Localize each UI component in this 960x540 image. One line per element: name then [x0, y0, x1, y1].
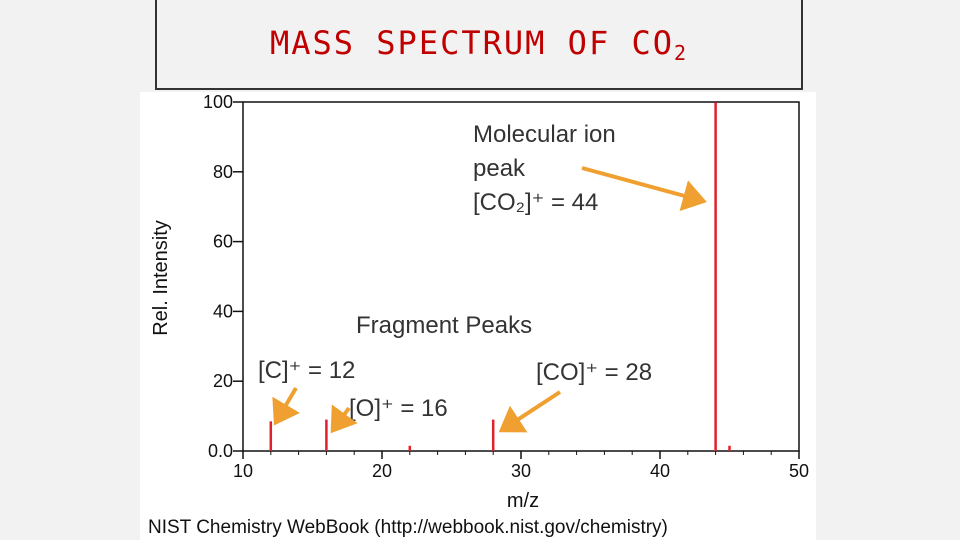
y-tick-label: 60: [213, 232, 233, 252]
page-title: MASS SPECTRUM OF CO2: [270, 24, 688, 65]
molecular-ion-arrow: [581, 166, 707, 212]
y-tick-label: 0.0: [208, 441, 233, 461]
y-tick-label: 100: [203, 92, 233, 112]
c-ion-arrow: [272, 386, 300, 426]
y-axis-label: Rel. Intensity: [150, 220, 172, 336]
source-credit: NIST Chemistry WebBook (http://webbook.n…: [148, 517, 668, 538]
co-ion-arrow: [498, 390, 562, 433]
x-axis-label: m/z: [507, 490, 539, 512]
x-tick-label: 40: [650, 461, 670, 481]
o-ion-label: [O]⁺ = 16: [349, 395, 448, 422]
co-ion-label: [CO]⁺ = 28: [536, 359, 652, 386]
title-box: MASS SPECTRUM OF CO2: [155, 0, 803, 90]
y-tick-label: 40: [213, 301, 233, 321]
x-tick-label: 30: [511, 461, 531, 481]
y-tick-label: 80: [213, 162, 233, 182]
molecular-ion-label-line1: Molecular ion: [473, 121, 616, 148]
molecular-ion-formula: [CO₂]⁺ = 44: [473, 189, 598, 216]
x-tick-label: 10: [233, 461, 253, 481]
x-tick-label: 50: [789, 461, 809, 481]
c-ion-label: [C]⁺ = 12: [258, 357, 355, 384]
o-ion-arrow: [330, 404, 358, 434]
title-main: MASS SPECTRUM OF CO: [269, 23, 674, 62]
molecular-ion-label-line2: peak: [473, 155, 526, 182]
fragment-peaks-heading: Fragment Peaks: [356, 312, 532, 339]
x-tick-label: 20: [372, 461, 392, 481]
title-subscript: 2: [674, 40, 689, 65]
y-tick-label: 20: [213, 371, 233, 391]
chart-panel: [140, 92, 816, 540]
